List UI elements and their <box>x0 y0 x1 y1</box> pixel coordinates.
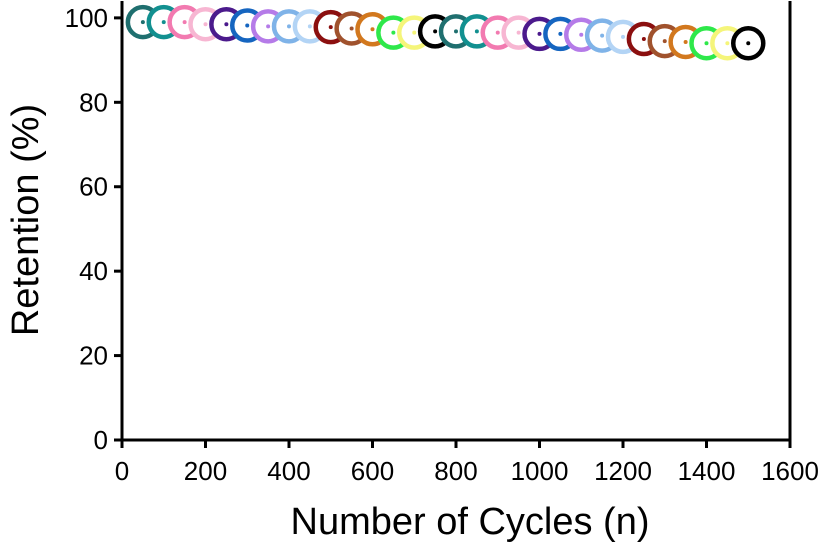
y-tick-label: 0 <box>94 425 108 455</box>
marker-dot <box>621 34 625 39</box>
marker-dot <box>683 39 688 44</box>
marker-dot <box>495 30 500 35</box>
x-tick-label: 200 <box>184 456 227 486</box>
y-tick-label: 20 <box>79 341 108 371</box>
marker-dot <box>454 29 458 34</box>
marker-dot <box>474 29 479 34</box>
marker-dot <box>558 31 563 36</box>
y-tick-label: 60 <box>79 172 108 202</box>
marker-dot <box>287 24 291 29</box>
marker-dot <box>600 33 605 38</box>
data-point <box>731 25 766 61</box>
y-axis-title: Retention (%) <box>5 104 47 336</box>
marker-dot <box>328 25 333 30</box>
marker-dot <box>224 22 229 27</box>
x-tick-label: 0 <box>115 456 129 486</box>
marker-dot <box>704 41 709 46</box>
y-tick-label: 40 <box>79 256 108 286</box>
marker-dot <box>349 26 354 31</box>
marker-dot <box>391 30 396 35</box>
marker-dot <box>245 23 250 28</box>
x-axis-title: Number of Cycles (n) <box>291 501 650 543</box>
marker-dot <box>161 20 166 25</box>
marker-dot <box>746 41 751 46</box>
marker-dot <box>203 22 208 27</box>
marker-dot <box>725 41 730 46</box>
x-tick-label: 1400 <box>678 456 736 486</box>
marker-dot <box>516 30 521 35</box>
marker-dot <box>537 31 542 36</box>
plot-frame <box>120 1 792 442</box>
y-tick-label: 80 <box>79 87 108 117</box>
marker-dot <box>579 32 584 37</box>
marker-dot <box>662 39 667 44</box>
marker-dot <box>266 24 271 29</box>
marker-dot <box>412 30 417 35</box>
y-tick-label: 100 <box>65 3 108 33</box>
marker-dot <box>307 24 312 29</box>
x-tick-label: 1600 <box>761 456 819 486</box>
marker-dot <box>433 29 438 34</box>
x-tick-label: 1200 <box>594 456 652 486</box>
marker-dot <box>182 20 187 25</box>
x-tick-label: 400 <box>267 456 310 486</box>
marker-dot <box>370 27 375 32</box>
marker-dot <box>641 36 646 41</box>
x-tick-label: 800 <box>434 456 477 486</box>
marker-dot <box>140 20 145 25</box>
x-tick-label: 600 <box>351 456 394 486</box>
x-tick-label: 1000 <box>511 456 569 486</box>
